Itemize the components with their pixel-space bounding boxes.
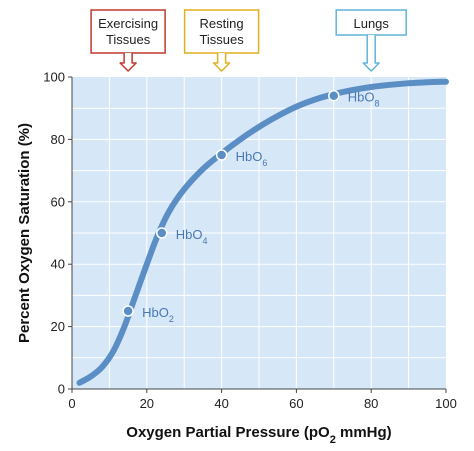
annotation-box <box>183 9 260 54</box>
curve-point <box>122 305 134 317</box>
saturation-curve <box>76 78 449 386</box>
annotation-text: Tissues <box>199 32 244 47</box>
curve-point <box>215 149 228 161</box>
x-tick-label: 20 <box>140 396 154 411</box>
y-tick-label: 60 <box>51 194 65 209</box>
grid <box>72 77 446 389</box>
y-tick-label: 100 <box>43 70 65 85</box>
annotation-text: Tissues <box>106 32 151 47</box>
annotation-arrow <box>119 53 137 72</box>
annotation-text: Lungs <box>353 16 389 31</box>
annotation-arrow <box>212 53 231 72</box>
point-label: HbO6 <box>236 149 268 168</box>
x-tick-label: 0 <box>68 396 75 411</box>
x-tick-label: 60 <box>289 396 303 411</box>
y-tick-label: 0 <box>58 382 65 397</box>
point-label: HbO2 <box>142 305 174 324</box>
y-tick-labels: 0 20 40 60 80 100 <box>43 70 72 397</box>
x-tick-label: 40 <box>214 396 228 411</box>
annotation-text: Exercising <box>98 16 158 31</box>
annotation-lungs: Lungs <box>335 9 407 72</box>
x-axis-label: Oxygen Partial Pressure (pO2 mmHg) <box>126 424 391 446</box>
point-label: HbO8 <box>348 90 380 109</box>
y-tick-label: 80 <box>51 132 65 147</box>
curve-point <box>156 227 168 239</box>
y-tick-label: 40 <box>51 257 65 272</box>
y-tick-label: 20 <box>51 319 65 334</box>
curve-point <box>328 89 340 102</box>
curve-points: HbO2 HbO4 HbO6 HbO8 <box>122 89 380 324</box>
axes <box>71 77 446 390</box>
x-tick-label: 80 <box>364 396 378 411</box>
point-label: HbO4 <box>176 227 208 246</box>
annotation-text: Resting <box>200 16 244 31</box>
x-tick-label: 100 <box>435 396 457 411</box>
x-tick-labels: 0 20 40 60 80 100 <box>68 389 457 411</box>
y-axis-label: Percent Oxygen Saturation (%) <box>16 123 33 343</box>
annotation-arrow <box>362 35 380 72</box>
